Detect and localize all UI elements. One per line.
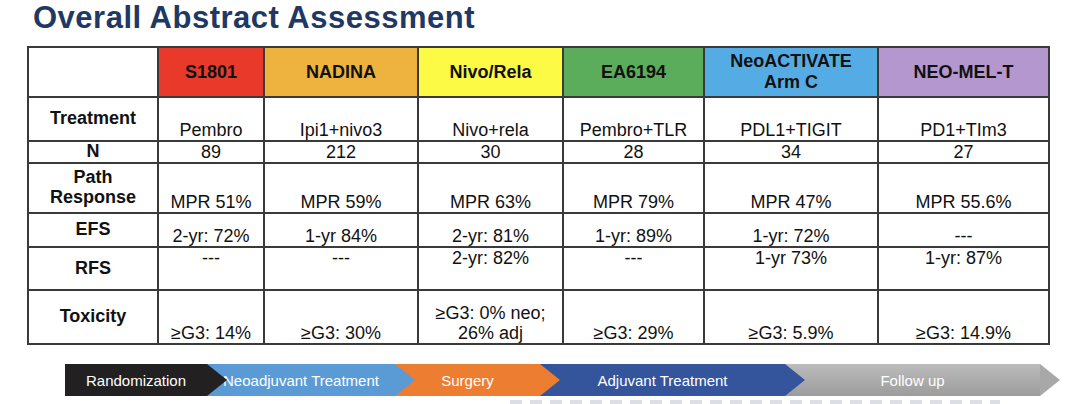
- row-label-toxicity: Toxicity: [28, 290, 158, 344]
- table-cell: MPR 51%: [158, 163, 264, 213]
- table-cell: Pembro: [158, 97, 264, 141]
- row-label-efs: EFS: [28, 213, 158, 247]
- table-cell: ≥G3: 5.9%: [704, 290, 878, 344]
- flow-step-label: Follow up: [880, 372, 944, 389]
- table-cell: ---: [264, 247, 418, 290]
- row-label-rfs: RFS: [28, 247, 158, 290]
- page-title: Overall Abstract Assessment: [33, 0, 475, 36]
- table-cell: ---: [158, 247, 264, 290]
- table-cell: 1-yr: 72%: [704, 213, 878, 247]
- table-cell: 1-yr 73%: [704, 247, 878, 290]
- slide: Overall Abstract Assessment S1801NADINAN…: [0, 0, 1080, 404]
- table-cell: 1-yr 84%: [264, 213, 418, 247]
- flow-step-neoadjuvant-treatment: Neoadjuvant Treatment: [207, 364, 395, 396]
- table-cell: ---: [878, 213, 1049, 247]
- treatment-flow-diagram: Randomization Neoadjuvant Treatment Surger…: [65, 364, 1040, 396]
- flow-step-label: Randomization: [86, 372, 186, 389]
- assessment-table: S1801NADINANivo/RelaEA6194NeoACTIVATE Ar…: [27, 46, 1050, 345]
- table-cell: 30: [418, 141, 563, 163]
- row-label-n: N: [28, 141, 158, 163]
- cropped-caption: [510, 400, 1000, 404]
- table-cell: 1-yr: 89%: [563, 213, 704, 247]
- table-cell: 28: [563, 141, 704, 163]
- column-header-ea6194: EA6194: [563, 47, 704, 97]
- flow-step-surgery: Surgery: [395, 364, 540, 396]
- table-cell: Ipi1+nivo3: [264, 97, 418, 141]
- table-cell: 2-yr: 72%: [158, 213, 264, 247]
- table-cell: 2-yr: 82%: [418, 247, 563, 290]
- table-cell: PD1+TIm3: [878, 97, 1049, 141]
- corner-cell: [28, 47, 158, 97]
- table-cell: ---: [563, 247, 704, 290]
- flow-step-randomization: Randomization: [65, 364, 207, 396]
- flow-step-adjuvant-treatment: Adjuvant Treatment: [540, 364, 785, 396]
- table-cell: MPR 47%: [704, 163, 878, 213]
- table-cell: ≥G3: 0% neo; 26% adj: [418, 290, 563, 344]
- table-cell: Nivo+rela: [418, 97, 563, 141]
- table-cell: 1-yr: 87%: [878, 247, 1049, 290]
- flow-step-label: Surgery: [441, 372, 494, 389]
- table-cell: ≥G3: 30%: [264, 290, 418, 344]
- flow-step-follow-up: Follow up: [785, 364, 1040, 396]
- row-label-path: Path Response: [28, 163, 158, 213]
- row-label-treatment: Treatment: [28, 97, 158, 141]
- column-header-neoactivate: NeoACTIVATE Arm C: [704, 47, 878, 97]
- column-header-nivo-rela: Nivo/Rela: [418, 47, 563, 97]
- table-cell: Pembro+TLR: [563, 97, 704, 141]
- table-cell: ≥G3: 14%: [158, 290, 264, 344]
- table-cell: 27: [878, 141, 1049, 163]
- table-cell: MPR 63%: [418, 163, 563, 213]
- flow-step-label: Neoadjuvant Treatment: [223, 372, 379, 389]
- table-cell: 34: [704, 141, 878, 163]
- table-cell: MPR 79%: [563, 163, 704, 213]
- flow-step-label: Adjuvant Treatment: [597, 372, 727, 389]
- table-cell: 212: [264, 141, 418, 163]
- table-cell: 2-yr: 81%: [418, 213, 563, 247]
- column-header-nadina: NADINA: [264, 47, 418, 97]
- table-cell: 89: [158, 141, 264, 163]
- table-cell: ≥G3: 14.9%: [878, 290, 1049, 344]
- column-header-neo-mel-t: NEO-MEL-T: [878, 47, 1049, 97]
- table-cell: MPR 59%: [264, 163, 418, 213]
- table-cell: MPR 55.6%: [878, 163, 1049, 213]
- table-cell: PDL1+TIGIT: [704, 97, 878, 141]
- column-header-s1801: S1801: [158, 47, 264, 97]
- table-cell: ≥G3: 29%: [563, 290, 704, 344]
